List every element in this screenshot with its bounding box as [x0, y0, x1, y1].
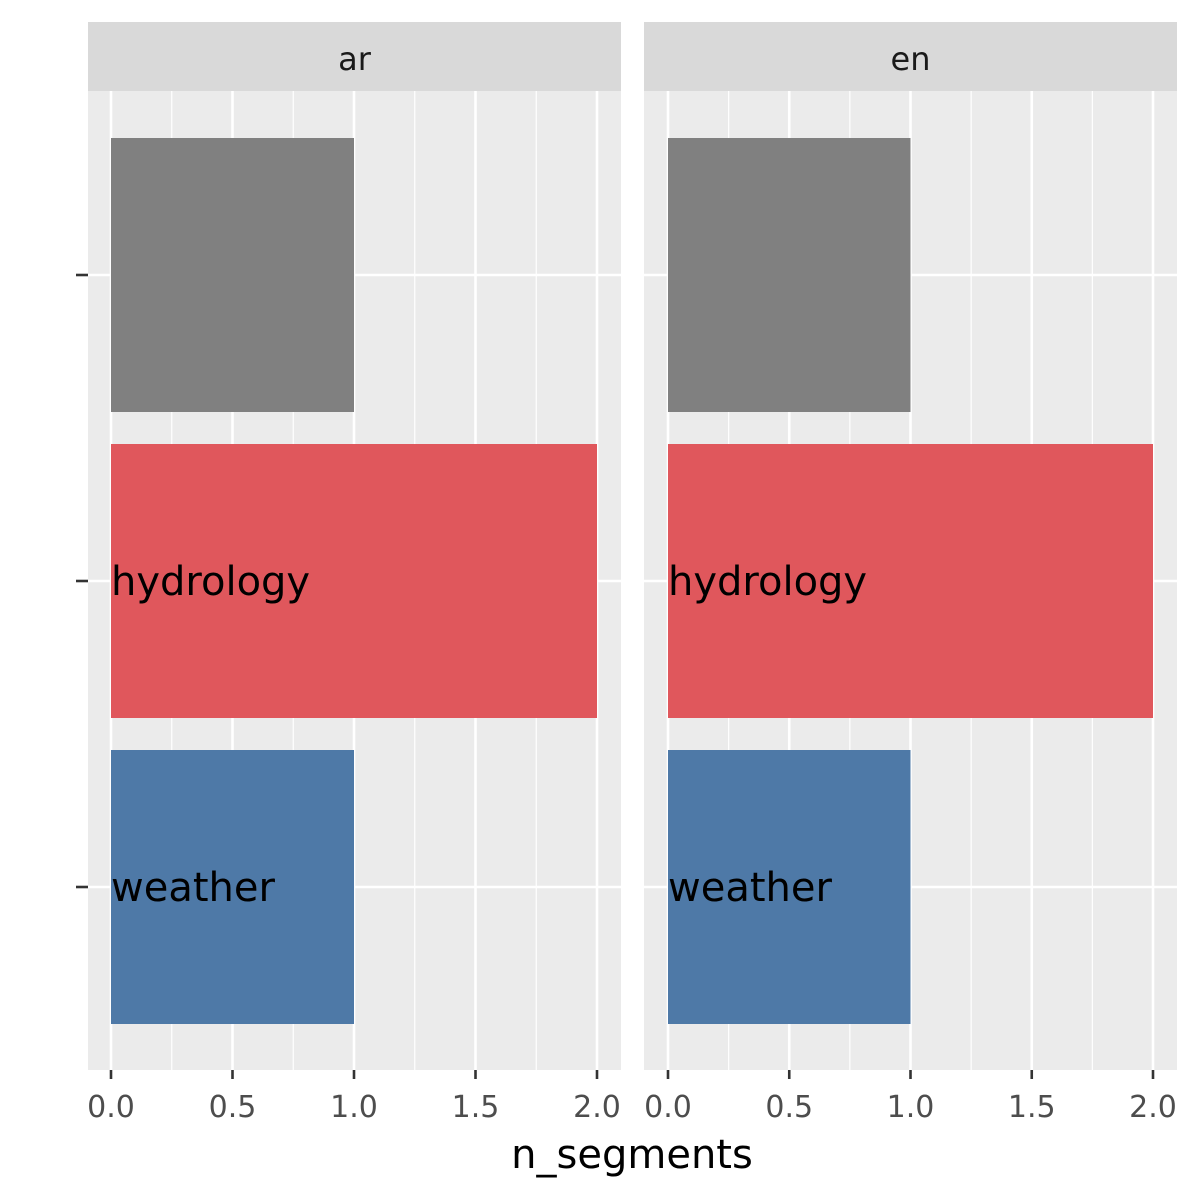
x-tick-label: 2.0 [1129, 1090, 1177, 1125]
x-tick-label: 1.5 [1008, 1090, 1056, 1125]
bar-label-ar-hydrology: hydrology [111, 559, 310, 605]
facet-strip-en [644, 22, 1177, 91]
x-tick-label: 0.0 [644, 1090, 692, 1125]
bar-ar-unlabeled [111, 138, 354, 412]
facet-strip-label-en: en [891, 40, 931, 78]
x-tick-label: 2.0 [573, 1090, 621, 1125]
x-tick-label: 0.0 [87, 1090, 135, 1125]
x-axis-title: n_segments [511, 1132, 753, 1178]
x-tick-label: 1.0 [330, 1090, 378, 1125]
bar-en-hydrology [668, 444, 1153, 718]
bar-label-en-weather: weather [668, 865, 832, 911]
x-tick-label: 0.5 [209, 1090, 257, 1125]
facet-strip-ar [88, 22, 621, 91]
facet-strip-label-ar: ar [338, 40, 372, 78]
bar-en-unlabeled [668, 138, 911, 412]
bar-ar-weather [111, 750, 354, 1024]
bar-ar-hydrology [111, 444, 597, 718]
x-tick-label: 1.0 [887, 1090, 935, 1125]
bar-label-ar-weather: weather [111, 865, 275, 911]
x-tick-label: 0.5 [765, 1090, 813, 1125]
bar-en-weather [668, 750, 911, 1024]
bar-label-en-hydrology: hydrology [668, 559, 867, 605]
x-tick-label: 1.5 [452, 1090, 500, 1125]
